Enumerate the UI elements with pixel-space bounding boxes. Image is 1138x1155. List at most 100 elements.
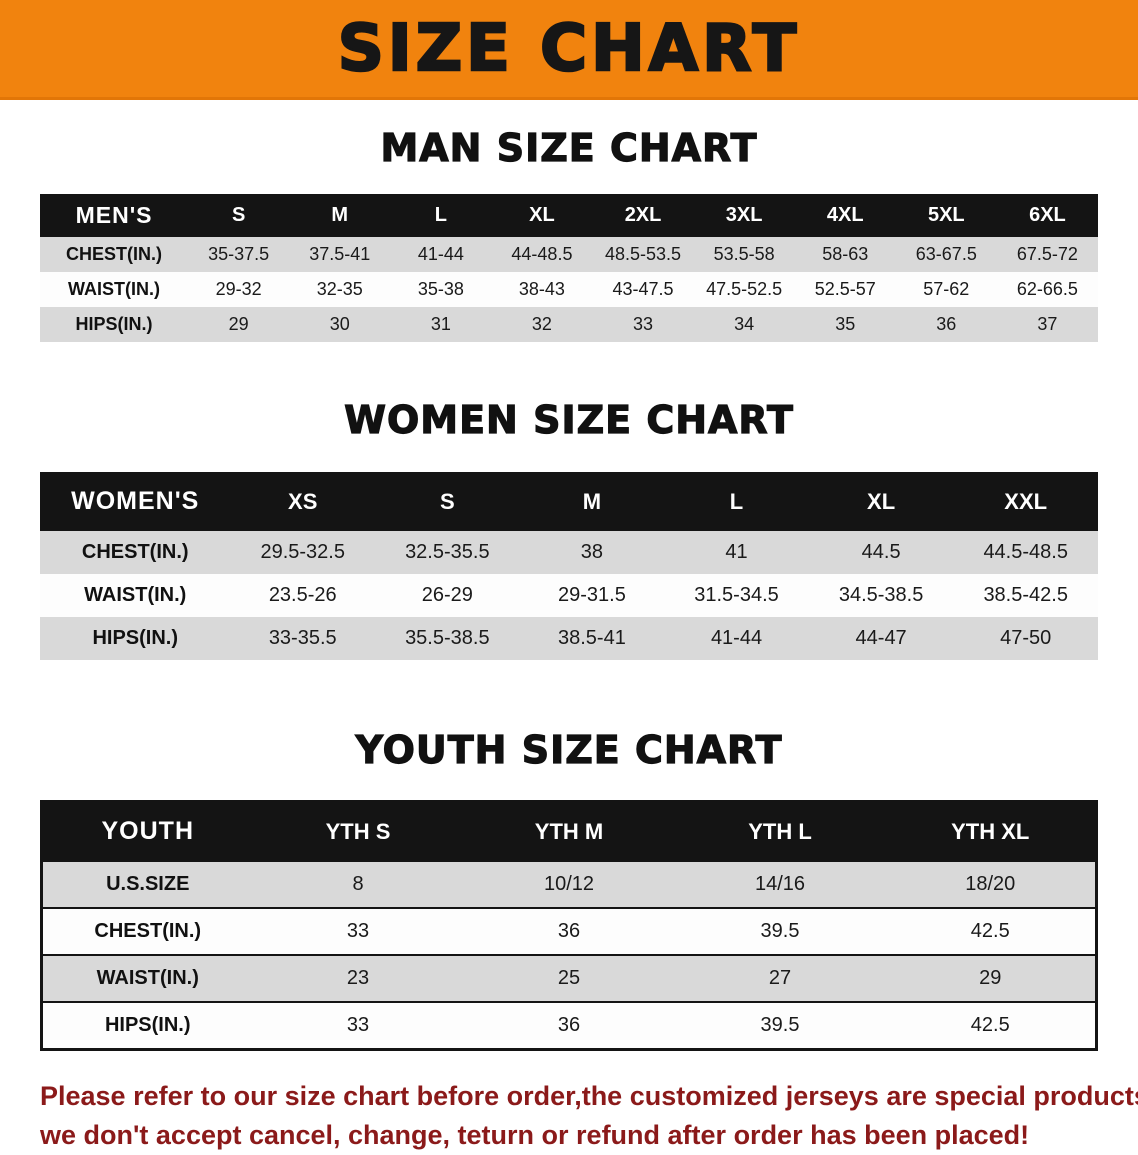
size-column-header: XL [491, 194, 593, 237]
header-row: MEN'S S M L XL 2XL 3XL 4XL 5XL 6XL [40, 194, 1098, 237]
size-column-header: YTH S [252, 801, 464, 861]
banner-title: SIZE CHART [337, 10, 801, 87]
size-column-header: 4XL [794, 194, 896, 237]
size-value: 29-31.5 [558, 584, 626, 606]
size-column-header: XL [808, 472, 954, 531]
size-value: 26-29 [421, 584, 473, 606]
row-label: HIPS(IN.) [75, 314, 153, 334]
size-table: YOUTH YTH S YTH M YTH L YTH XL U.S.SIZE 8 10/12… [40, 800, 1098, 1051]
table-row: HIPS(IN.) 33 36 39.5 42.5 [41, 1002, 1097, 1050]
size-value: 32.5-35.5 [405, 541, 490, 563]
size-value: 36 [557, 920, 581, 942]
size-column-header: XS [230, 472, 376, 531]
size-value: 25 [557, 967, 581, 989]
header-row: WOMEN'S XS S M L XL XXL [40, 472, 1098, 531]
size-value: 62-66.5 [1016, 279, 1078, 299]
size-column-header: 3XL [693, 194, 795, 237]
table-row: HIPS(IN.) 33-35.5 35.5-38.5 38.5-41 41-44 44-… [40, 617, 1098, 660]
disclaimer-text: Please refer to our size chart before or… [40, 1077, 1138, 1155]
table-row: CHEST(IN.) 33 36 39.5 42.5 [41, 908, 1097, 955]
table-row: WAIST(IN.) 23.5-26 26-29 29-31.5 31.5-34.5 34… [40, 574, 1098, 617]
size-value: 38.5-42.5 [983, 584, 1068, 606]
size-value: 23 [346, 967, 370, 989]
size-column-header: YTH M [463, 801, 675, 861]
size-value: 35 [835, 314, 856, 334]
size-value: 47.5-52.5 [706, 279, 783, 299]
row-label: WAIST(IN.) [96, 967, 199, 989]
row-label: WAIST(IN.) [68, 279, 161, 299]
size-column-header: M [519, 472, 665, 531]
row-label: CHEST(IN.) [66, 244, 163, 264]
size-value: 29 [228, 314, 249, 334]
youth-size-chart-title: YOUTH SIZE CHART [355, 727, 783, 772]
size-value: 42.5 [970, 1014, 1010, 1036]
size-value: 44.5 [861, 541, 901, 563]
size-value: 39.5 [760, 1014, 800, 1036]
size-value: 38 [580, 541, 604, 563]
row-label: CHEST(IN.) [94, 920, 202, 942]
size-column-header: YTH XL [885, 801, 1097, 861]
womens-size-table: WOMEN'S XS S M L XL XXL CHEST(IN.) 29.5-32.5 32.5… [40, 472, 1098, 660]
size-column-header: 2XL [592, 194, 694, 237]
size-value: 35-38 [417, 279, 464, 299]
size-column-header: 5XL [895, 194, 997, 237]
size-column-header: YTH L [674, 801, 886, 861]
size-value: 41-44 [417, 244, 464, 264]
table-row: WAIST(IN.) 29-32 32-35 35-38 38-43 43-47.5 47.… [40, 272, 1098, 307]
size-value: 41 [725, 541, 748, 563]
size-value: 63-67.5 [915, 244, 977, 264]
size-value: 14/16 [754, 873, 806, 895]
row-label: HIPS(IN.) [92, 627, 178, 649]
size-value: 35.5-38.5 [405, 627, 490, 649]
size-value: 34 [734, 314, 755, 334]
size-value: 37.5-41 [309, 244, 371, 264]
size-value: 32-35 [316, 279, 363, 299]
size-value: 33-35.5 [268, 627, 337, 649]
row-label: U.S.SIZE [106, 873, 190, 895]
row-label: HIPS(IN.) [104, 1014, 191, 1036]
size-value: 47-50 [1000, 627, 1052, 649]
size-column-header: S [375, 472, 520, 531]
table-row: U.S.SIZE 8 10/12 14/16 18/20 [41, 861, 1097, 908]
row-label: WAIST(IN.) [84, 584, 187, 606]
row-label: CHEST(IN.) [81, 541, 189, 563]
table-row: CHEST(IN.) 35-37.5 37.5-41 41-44 44-48.5 48.5… [40, 237, 1098, 272]
size-value: 33 [633, 314, 654, 334]
size-value: 57-62 [923, 279, 970, 299]
size-column-header: XXL [953, 472, 1098, 531]
table-title-cell: WOMEN'S [40, 472, 231, 531]
size-value: 29 [979, 967, 1002, 989]
size-value: 38-43 [518, 279, 565, 299]
size-table: MEN'S S M L XL 2XL 3XL 4XL 5XL 6XL CHEST(IN.) 35-37… [40, 194, 1098, 342]
size-value: 38.5-41 [558, 627, 626, 649]
mens-size-table: MEN'S S M L XL 2XL 3XL 4XL 5XL 6XL CHEST(IN.) 35-37… [40, 194, 1098, 342]
size-value: 53.5-58 [713, 244, 775, 264]
size-value: 52.5-57 [814, 279, 876, 299]
size-value: 8 [352, 873, 364, 895]
disclaimer-line-1: Please refer to our size chart before or… [40, 1081, 1138, 1111]
size-chart-banner: SIZE CHART [0, 0, 1138, 100]
size-value: 18/20 [965, 873, 1016, 895]
size-column-header: S [188, 194, 290, 237]
size-value: 44.5-48.5 [983, 541, 1068, 563]
size-value: 44-48.5 [511, 244, 573, 264]
size-value: 44-47 [855, 627, 907, 649]
size-value: 32 [531, 314, 552, 334]
size-value: 27 [768, 967, 792, 989]
size-value: 36 [936, 314, 957, 334]
size-value: 43-47.5 [612, 279, 674, 299]
size-value: 33 [346, 920, 370, 942]
size-column-header: 6XL [996, 194, 1098, 237]
size-value: 34.5-38.5 [838, 584, 924, 606]
women-size-chart-title: WOMEN SIZE CHART [343, 397, 794, 442]
size-table: WOMEN'S XS S M L XL XXL CHEST(IN.) 29.5-32.5 32.5… [40, 472, 1098, 660]
size-value: 29.5-32.5 [260, 541, 345, 563]
size-value: 36 [557, 1014, 581, 1036]
table-title-cell: YOUTH [41, 801, 253, 861]
youth-size-table: YOUTH YTH S YTH M YTH L YTH XL U.S.SIZE 8 10/12… [40, 800, 1098, 1051]
size-value: 37 [1037, 314, 1058, 334]
size-value: 31.5-34.5 [694, 584, 779, 606]
size-value: 58-63 [822, 244, 869, 264]
disclaimer-line-2: we don't accept cancel, change, teturn o… [40, 1120, 1030, 1151]
size-value: 31 [430, 314, 451, 334]
